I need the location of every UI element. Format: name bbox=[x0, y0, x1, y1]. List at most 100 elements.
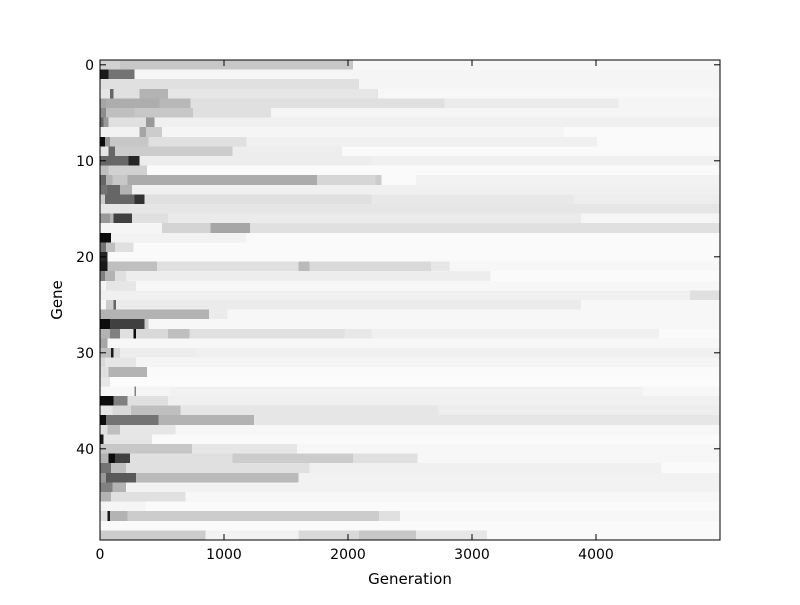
heatmap-cell bbox=[581, 213, 720, 224]
heatmap-cell bbox=[352, 453, 418, 464]
heatmap-cell bbox=[107, 511, 110, 522]
heatmap-cell bbox=[100, 453, 109, 464]
heatmap-cell bbox=[100, 309, 210, 320]
heatmap-cell bbox=[377, 88, 720, 99]
heatmap-cell bbox=[168, 213, 582, 224]
heatmap-cell bbox=[400, 511, 720, 522]
heatmap-cell bbox=[250, 223, 721, 234]
heatmap-cell bbox=[114, 271, 127, 282]
heatmap-cell bbox=[100, 79, 360, 90]
heatmap-cell bbox=[103, 117, 109, 128]
heatmap-cell bbox=[128, 156, 140, 166]
heatmap-cell bbox=[297, 444, 720, 454]
heatmap-cell bbox=[659, 328, 720, 339]
heatmap-cell bbox=[344, 328, 372, 339]
heatmap-cell bbox=[100, 136, 105, 147]
y-tick-label: 10 bbox=[76, 154, 94, 170]
heatmap-cell bbox=[371, 194, 574, 205]
heatmap-cell bbox=[107, 261, 158, 272]
heatmap-cell bbox=[100, 501, 146, 512]
heatmap-cell bbox=[573, 194, 720, 205]
heatmap-cell bbox=[145, 117, 155, 128]
heatmap-cell bbox=[106, 242, 115, 253]
heatmap-cell bbox=[134, 194, 145, 205]
heatmap-cell bbox=[100, 520, 720, 531]
heatmap-cell bbox=[100, 396, 114, 406]
x-tick-label: 0 bbox=[96, 547, 105, 563]
heatmap-cell bbox=[100, 338, 108, 349]
heatmap-cell bbox=[379, 511, 401, 522]
heatmap-cell bbox=[108, 146, 115, 157]
heatmap-cell bbox=[134, 69, 721, 80]
heatmap-cell bbox=[112, 175, 128, 186]
heatmap-cell bbox=[157, 261, 299, 272]
y-tick-label: 0 bbox=[85, 58, 94, 74]
heatmap-cell bbox=[416, 175, 720, 186]
heatmap-cell bbox=[108, 69, 135, 80]
heatmap-cell bbox=[127, 511, 379, 522]
heatmap-cell bbox=[152, 434, 720, 445]
heatmap-cell bbox=[490, 271, 720, 282]
heatmap-cell bbox=[100, 472, 107, 483]
heatmap-cell bbox=[109, 328, 120, 339]
heatmap-cell bbox=[100, 271, 105, 282]
heatmap-cell bbox=[135, 472, 299, 483]
y-tick-label: 30 bbox=[76, 346, 94, 362]
heatmap-cell bbox=[133, 242, 721, 253]
heatmap-cell bbox=[189, 328, 345, 339]
heatmap-cell bbox=[162, 127, 564, 138]
heatmap-cell bbox=[113, 348, 120, 358]
heatmap-cell bbox=[119, 424, 176, 435]
heatmap-cell bbox=[134, 386, 136, 397]
heatmap-cell bbox=[416, 530, 487, 541]
heatmap-cell bbox=[139, 156, 372, 166]
heatmap-cell bbox=[104, 136, 110, 147]
heatmap-cell bbox=[139, 88, 169, 99]
heatmap-cell bbox=[232, 453, 353, 464]
heatmap-cell bbox=[196, 348, 721, 358]
x-tick-label: 4000 bbox=[578, 547, 614, 563]
heatmap-cell bbox=[309, 463, 662, 474]
heatmap-cell bbox=[246, 232, 720, 243]
heatmap-cell bbox=[126, 463, 310, 474]
heatmap-cell bbox=[100, 204, 720, 214]
heatmap-cell bbox=[132, 184, 721, 195]
heatmap-cell bbox=[100, 223, 162, 234]
heatmap-cell bbox=[359, 530, 417, 541]
heatmap-cell bbox=[109, 376, 721, 387]
heatmap-cell bbox=[100, 194, 105, 205]
heatmap-cell bbox=[253, 415, 720, 426]
heatmap-cell bbox=[100, 88, 110, 99]
heatmap-cell bbox=[100, 280, 107, 291]
heatmap-cell bbox=[108, 453, 115, 464]
heatmap-cell bbox=[158, 415, 254, 426]
heatmap-cell bbox=[100, 434, 104, 445]
x-axis-label: Generation bbox=[368, 570, 452, 588]
heatmap-cell bbox=[341, 146, 720, 157]
heatmap-cell bbox=[232, 146, 342, 157]
heatmap-cell bbox=[100, 386, 135, 397]
heatmap-cell bbox=[597, 136, 720, 147]
heatmap-cell bbox=[444, 98, 619, 109]
heatmap-cell bbox=[107, 252, 720, 262]
heatmap-cell bbox=[148, 319, 721, 330]
heatmap-cell bbox=[298, 261, 310, 272]
heatmap-cell bbox=[135, 280, 720, 291]
heatmap-cell bbox=[127, 396, 169, 406]
heatmap-cell bbox=[298, 530, 360, 541]
heatmap-cell bbox=[126, 271, 491, 282]
heatmap-cell bbox=[154, 117, 720, 128]
heatmap-cell bbox=[108, 367, 148, 378]
heatmap-cell bbox=[169, 386, 644, 397]
heatmap-cell bbox=[145, 501, 720, 512]
heatmap-cell bbox=[100, 367, 109, 378]
heatmap-cell bbox=[100, 213, 110, 224]
heatmap-cell bbox=[111, 232, 247, 243]
heatmap-cell bbox=[100, 175, 107, 186]
heatmap-cell bbox=[104, 271, 115, 282]
heatmap-cell bbox=[106, 472, 136, 483]
heatmap-cell bbox=[104, 357, 136, 368]
heatmap-cell bbox=[145, 127, 162, 138]
